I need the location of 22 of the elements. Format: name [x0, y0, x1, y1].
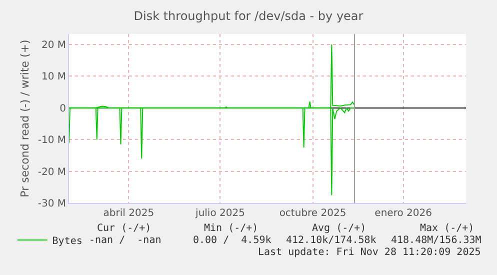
text: Min (-/+): [204, 223, 258, 234]
text: Cur (-/+): [97, 223, 152, 234]
x-tick-label: enero 2026: [374, 208, 432, 219]
y-tick-label: 20 M: [41, 40, 66, 51]
y-tick-label: -30 M: [38, 198, 66, 210]
text: 0.00 / 4.59k: [193, 235, 272, 246]
y-tick-label: -20 M: [38, 166, 66, 178]
text: Max (-/+): [420, 223, 474, 234]
x-tick-label: octubre 2025: [279, 208, 346, 219]
x-tick-label: abril 2025: [103, 208, 154, 219]
y-tick-label: -10 M: [38, 135, 66, 146]
y-axis-title: Pr second read (-) / write (+): [18, 40, 32, 198]
x-tick-label: julio 2025: [194, 208, 245, 219]
text: -nan / -nan: [89, 235, 162, 246]
text: 412.10k/174.58k: [286, 235, 376, 246]
text: Last update: Fri Nov 28 11:20:09 2025: [258, 247, 481, 258]
chart-title: Disk throughput for /dev/sda - by year: [134, 9, 364, 24]
text: Avg (-/+): [312, 223, 366, 234]
y-tick-label: 0: [60, 103, 66, 114]
text: 418.48M/156.33M: [391, 235, 482, 246]
legend-label: Bytes: [52, 236, 82, 247]
y-tick-label: 10 M: [41, 72, 66, 83]
